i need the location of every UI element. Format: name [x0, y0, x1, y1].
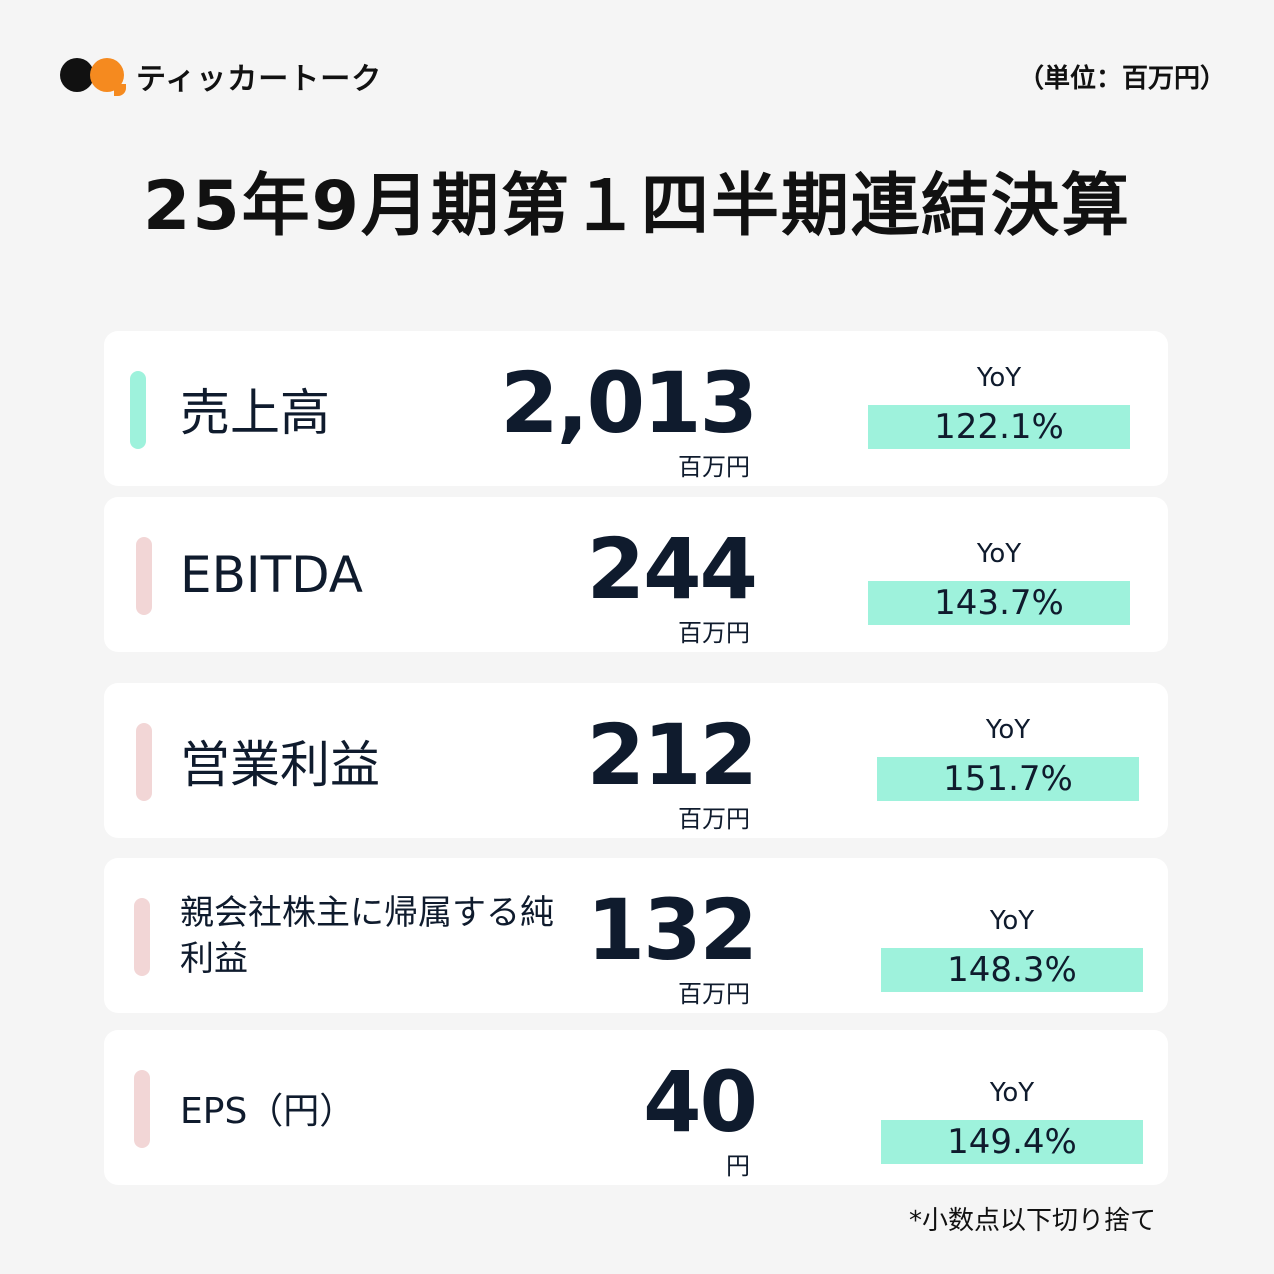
metric-value: 132: [586, 881, 758, 979]
accent-bar: [136, 537, 152, 615]
yoy-block: YoY 149.4%: [881, 1072, 1143, 1164]
metric-unit: 円: [726, 1152, 750, 1180]
yoy-label: YoY: [976, 539, 1022, 569]
brand-name: ティッカートーク: [136, 62, 383, 97]
accent-bar: [134, 898, 150, 976]
accent-bar: [130, 371, 146, 449]
metric-card-ebitda: EBITDA 244 百万円 YoY 143.7%: [104, 497, 1168, 652]
footnote: *小数点以下切り捨て: [908, 1206, 1156, 1236]
yoy-value: 151.7%: [877, 757, 1139, 801]
metric-label: EBITDA: [180, 545, 364, 604]
logo-mark-icon: [60, 56, 126, 96]
yoy-value: 122.1%: [868, 405, 1130, 449]
unit-note: （単位：百万円）: [1017, 64, 1226, 94]
yoy-block: YoY 122.1%: [868, 357, 1130, 449]
metric-value: 40: [643, 1053, 758, 1151]
yoy-value: 143.7%: [868, 581, 1130, 625]
metric-unit: 百万円: [678, 805, 750, 833]
logo-black-circle-icon: [60, 58, 94, 92]
yoy-label: YoY: [989, 1078, 1035, 1108]
yoy-label: YoY: [976, 363, 1022, 393]
logo-orange-bubble-icon: [90, 58, 126, 96]
metric-label: 売上高: [180, 383, 330, 442]
yoy-block: YoY 143.7%: [868, 533, 1130, 625]
page-title: 25年9月期第１四半期連結決算: [143, 167, 1131, 246]
metric-value: 244: [586, 520, 758, 618]
metric-unit: 百万円: [678, 980, 750, 1008]
metric-value: 212: [586, 706, 758, 804]
accent-bar: [136, 723, 152, 801]
accent-bar: [134, 1070, 150, 1148]
metric-unit: 百万円: [678, 619, 750, 647]
yoy-label: YoY: [985, 715, 1031, 745]
metric-label: EPS（円）: [180, 1090, 356, 1132]
metric-card-revenue: 売上高 2,013 百万円 YoY 122.1%: [104, 331, 1168, 486]
metric-card-eps: EPS（円） 40 円 YoY 149.4%: [104, 1030, 1168, 1185]
yoy-value: 149.4%: [881, 1120, 1143, 1164]
yoy-block: YoY 151.7%: [877, 709, 1139, 801]
metric-label: 親会社株主に帰属する純利益: [180, 892, 554, 979]
metric-value: 2,013: [500, 354, 758, 452]
metric-card-operating-income: 営業利益 212 百万円 YoY 151.7%: [104, 683, 1168, 838]
metric-unit: 百万円: [678, 453, 750, 481]
yoy-label: YoY: [989, 906, 1035, 936]
yoy-block: YoY 148.3%: [881, 900, 1143, 992]
yoy-value: 148.3%: [881, 948, 1143, 992]
metric-card-net-income: 親会社株主に帰属する純利益 132 百万円 YoY 148.3%: [104, 858, 1168, 1013]
metric-label: 営業利益: [180, 735, 380, 794]
brand-logo: ティッカートーク: [60, 56, 383, 97]
